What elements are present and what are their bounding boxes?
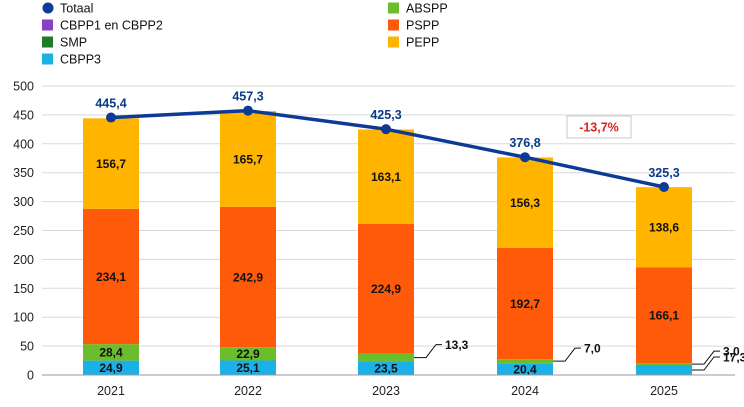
data-label: 3,0: [723, 344, 740, 358]
bar-segment-cbpp3: [358, 361, 414, 375]
data-label: 17,3: [723, 350, 744, 364]
x-tick-label: 2025: [650, 384, 678, 398]
bars: 24,9 25,1 23,5 20,4 28,4 22,9 234,1 242,9 224,9 1…: [83, 111, 692, 376]
data-label: 7,0: [584, 341, 601, 355]
legend-marker: [42, 53, 53, 65]
bar-segment-abspp: [83, 344, 139, 361]
bar-segment-pspp: [636, 267, 692, 364]
y-tick-label: 300: [13, 195, 34, 209]
data-label: 156,3: [510, 196, 540, 210]
data-label: 13,3: [445, 338, 469, 352]
data-label: 163,1: [371, 170, 401, 184]
y-tick-label: 200: [13, 253, 34, 267]
change-annotation: -13,7%: [566, 115, 632, 139]
bar-segment-abspp: [220, 347, 276, 361]
total-point: [520, 152, 530, 163]
data-label: 166,1: [649, 309, 679, 323]
change-box: [566, 115, 632, 139]
data-label: 25,1: [236, 361, 260, 375]
bar-segment-pepp: [636, 187, 692, 268]
data-label: 20,4: [513, 362, 537, 376]
legend-label: PSPP: [406, 19, 439, 33]
data-label: 23,5: [374, 362, 398, 376]
legend: Totaal CBPP1 en CBPP2 SMP CBPP3 ABSPP PSPP PEP…: [42, 2, 448, 67]
bar-segment-cbpp3: [636, 365, 692, 375]
bar-segment-abspp: [358, 353, 414, 362]
total-label: 457,3: [232, 90, 263, 104]
total-line: 445,4 457,3 425,3 376,8 325,3: [95, 90, 680, 192]
legend-label: CBPP1 en CBPP2: [60, 19, 163, 33]
x-tick-label: 2022: [234, 384, 262, 398]
bar-segment-pepp: [83, 118, 139, 209]
y-axis: 0 50 100 150 200 250 300 350 400 450 500: [13, 80, 34, 383]
y-tick-label: 250: [13, 224, 34, 238]
x-axis: 2021 2022 2023 2024 2025: [42, 374, 735, 398]
bar-segment-cbpp3: [83, 360, 139, 375]
leader-line: [414, 344, 442, 359]
bar-segment-pspp: [220, 206, 276, 348]
x-tick-label: 2024: [511, 384, 539, 398]
total-point: [381, 124, 391, 135]
total-point: [659, 181, 669, 192]
data-label: 156,7: [96, 157, 126, 171]
x-tick-label: 2021: [97, 384, 125, 398]
data-label: 165,7: [233, 152, 263, 166]
bar-segment-cbpp3: [220, 360, 276, 375]
data-label: 234,1: [96, 270, 126, 284]
data-label: 242,9: [233, 270, 263, 284]
leader-line: [692, 350, 720, 365]
total-point: [243, 105, 253, 116]
legend-marker: [42, 36, 53, 48]
bar-segment-pepp: [220, 111, 276, 207]
y-tick-label: 100: [13, 311, 34, 325]
change-label: -13,7%: [579, 121, 619, 135]
bar-segment-pspp: [358, 223, 414, 354]
legend-label: CBPP3: [60, 53, 101, 67]
total-label: 445,4: [95, 97, 126, 111]
legend-label: SMP: [60, 36, 87, 50]
data-label: 138,6: [649, 221, 679, 235]
y-tick-label: 150: [13, 282, 34, 296]
leader-line: [692, 356, 720, 371]
bar-segment-pepp: [358, 129, 414, 224]
bar-segment-pepp: [497, 157, 553, 248]
total-point: [106, 112, 116, 123]
data-label: 24,9: [99, 361, 123, 375]
bar-segment-pspp: [83, 208, 139, 345]
legend-marker: [42, 2, 54, 14]
leader-line: [553, 347, 581, 362]
bar-segment-abspp: [497, 359, 553, 364]
callouts: 17,3 13,3 7,0 3,0: [414, 338, 744, 371]
legend-marker: [388, 36, 399, 48]
legend-label: Totaal: [60, 2, 93, 16]
data-label: 22,9: [236, 347, 260, 361]
bar-segment-cbpp3: [497, 363, 553, 375]
y-tick-label: 0: [27, 369, 34, 383]
y-tick-label: 450: [13, 108, 34, 122]
data-label: 224,9: [371, 282, 401, 296]
total-label: 425,3: [370, 108, 401, 122]
y-tick-label: 50: [20, 340, 34, 354]
bar-segment-pspp: [497, 247, 553, 360]
legend-marker: [388, 2, 399, 14]
total-label: 325,3: [648, 166, 679, 180]
legend-label: PEPP: [406, 36, 439, 50]
data-label: 192,7: [510, 297, 540, 311]
bar-segment-abspp: [636, 363, 692, 366]
y-tick-label: 400: [13, 137, 34, 151]
data-label: 28,4: [99, 346, 123, 360]
y-tick-label: 500: [13, 80, 34, 94]
x-tick-label: 2023: [372, 384, 400, 398]
legend-marker: [388, 19, 399, 31]
legend-label: ABSPP: [406, 2, 448, 16]
total-label: 376,8: [509, 136, 540, 150]
legend-marker: [42, 19, 53, 31]
y-tick-label: 350: [13, 166, 34, 180]
